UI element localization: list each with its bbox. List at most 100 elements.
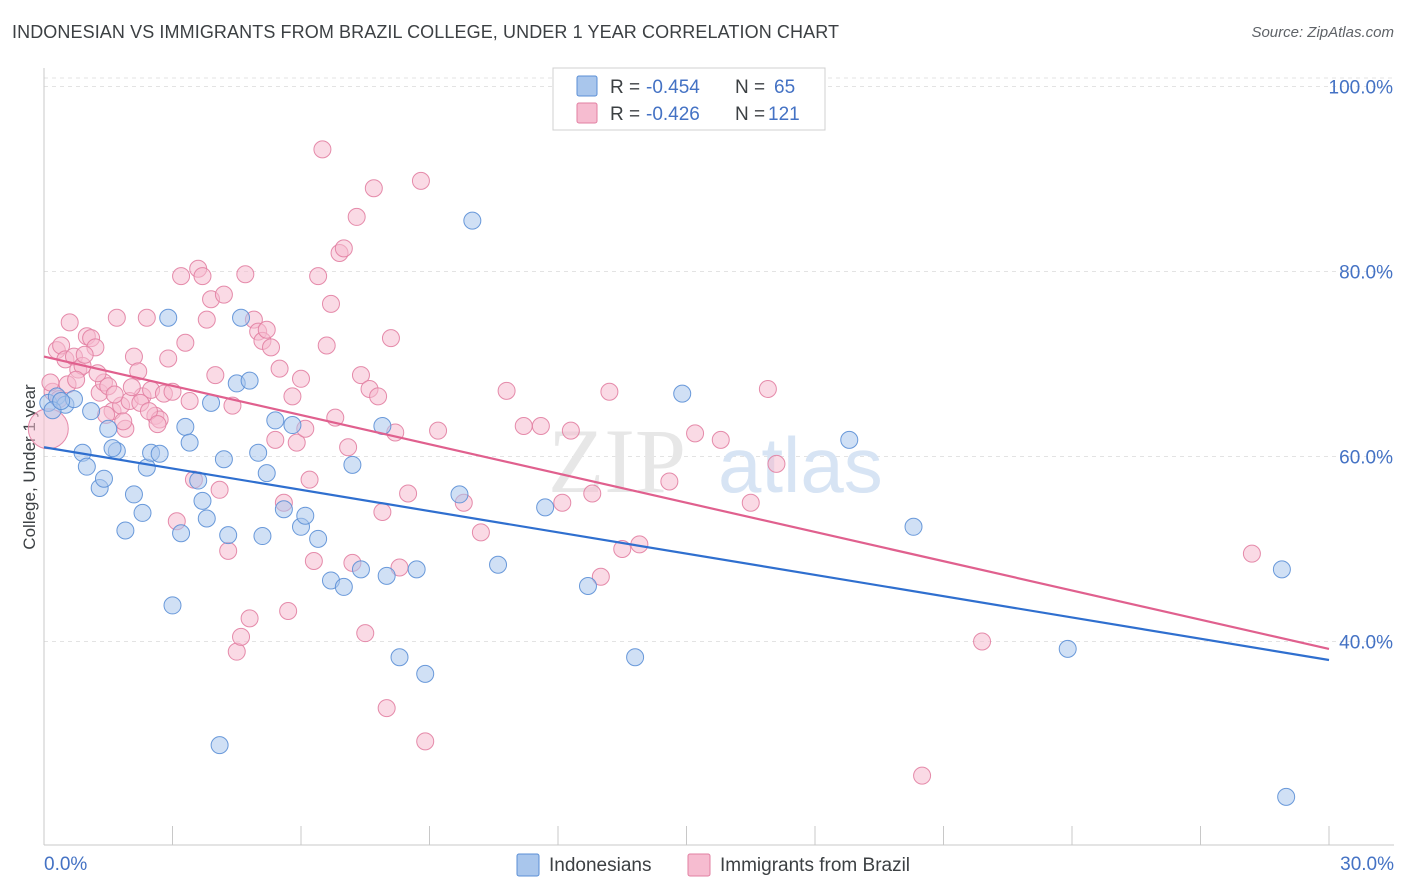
brazil-point: [351, 366, 370, 385]
brazil-point: [471, 523, 490, 542]
brazil-point: [124, 347, 143, 366]
brazil-point: [399, 484, 418, 503]
brazil-point: [67, 370, 86, 389]
brazil-point: [287, 433, 306, 452]
legend-r-value-2: -0.426: [646, 104, 700, 125]
brazil-point: [159, 349, 178, 368]
brazil-point: [270, 359, 289, 378]
brazil-point: [176, 333, 195, 352]
brazil-point: [313, 140, 332, 159]
axes: [43, 68, 1394, 846]
brazil-point: [686, 424, 705, 443]
legend-swatch-indonesians: [576, 75, 598, 97]
brazil-point: [514, 416, 533, 435]
indonesians-point: [176, 417, 195, 436]
chart-title: INDONESIAN VS IMMIGRANTS FROM BRAZIL COL…: [12, 22, 840, 42]
brazil-point: [377, 699, 396, 718]
indonesians-point: [407, 560, 426, 579]
indonesians-point: [536, 498, 555, 517]
brazil-point: [107, 308, 126, 327]
brazil-point: [105, 385, 124, 404]
legend-bottom: Indonesians Immigrants from Brazil: [516, 853, 910, 877]
legend-r-label-1: R =: [610, 77, 640, 98]
legend-r-label-2: R =: [610, 104, 640, 125]
legend-r-value-1: -0.454: [646, 77, 700, 98]
indonesians-point: [253, 527, 272, 546]
indonesians-point: [94, 469, 113, 488]
y-tick-label-100: 100.0%: [1329, 78, 1394, 99]
series-indonesians-points: [39, 211, 1296, 806]
y-tick-label-80: 80.0%: [1339, 263, 1393, 284]
x-tick-label-min: 0.0%: [44, 854, 87, 875]
brazil-point: [711, 430, 730, 449]
brazil-point: [232, 627, 251, 646]
indonesians-point: [193, 491, 212, 510]
series-brazil-points: [27, 140, 1261, 785]
legend-n-value-2: 121: [768, 104, 800, 125]
indonesians-point: [351, 560, 370, 579]
brazil-point: [219, 541, 238, 560]
brazil-point: [309, 267, 328, 286]
indonesians-point: [77, 457, 96, 476]
brazil-point: [227, 642, 246, 661]
indonesians-point: [673, 384, 692, 403]
legend-top-box: [552, 67, 826, 131]
indonesians-point: [377, 566, 396, 585]
indonesians-point: [180, 433, 199, 452]
brazil-point: [139, 402, 158, 421]
brazil-point: [913, 766, 932, 785]
indonesians-point: [463, 211, 482, 230]
brazil-point: [292, 369, 310, 388]
brazil-point: [561, 421, 580, 440]
brazil-point: [339, 438, 358, 457]
indonesians-point: [172, 524, 191, 543]
y-tick-labels: 40.0% 60.0% 80.0% 100.0%: [1329, 78, 1394, 654]
indonesians-point: [274, 500, 293, 519]
indonesians-point: [124, 485, 143, 504]
brazil-point: [236, 265, 255, 284]
legend-n-label-1: N =: [735, 77, 765, 98]
indonesians-point: [309, 529, 328, 548]
watermark-atlas: atlas: [718, 421, 883, 509]
indonesians-point: [343, 455, 362, 474]
brazil-point: [531, 416, 550, 435]
indonesians-point: [1058, 639, 1077, 658]
indonesians-point: [1272, 560, 1291, 579]
brazil-point: [321, 294, 340, 313]
brazil-point: [373, 503, 392, 521]
brazil-point: [660, 472, 679, 491]
brazil-point: [334, 239, 353, 258]
indonesians-point: [116, 521, 135, 540]
indonesians-point: [626, 648, 645, 667]
legend-top: R = -0.454 N = 65 R = -0.426 N = 121: [552, 67, 826, 131]
brazil-point: [266, 430, 285, 449]
bottom-legend-label-brazil: Immigrants from Brazil: [720, 855, 910, 876]
indonesians-point: [416, 664, 435, 683]
brazil-point: [973, 632, 992, 651]
indonesians-point: [210, 736, 229, 755]
legend-swatch-brazil: [576, 102, 598, 124]
bottom-legend-swatch-brazil: [687, 853, 711, 877]
indonesians-point: [578, 577, 597, 595]
indonesians-point: [296, 506, 315, 525]
indonesians-point: [232, 308, 251, 327]
brazil-point: [600, 382, 619, 401]
indonesians-point: [390, 648, 409, 667]
y-axis-label: College, Under 1 year: [20, 384, 39, 550]
brazil-point: [583, 484, 602, 503]
legend-n-value-1: 65: [774, 77, 795, 98]
trend-lines: [43, 355, 1330, 662]
brazil-point: [197, 310, 216, 329]
indonesians-point: [197, 509, 216, 528]
x-ticks: [43, 826, 1330, 845]
brazil-point: [148, 415, 167, 434]
brazil-point: [210, 480, 229, 499]
indonesians-point: [82, 402, 101, 421]
indonesians-point: [99, 419, 118, 438]
brazil-point: [381, 329, 400, 348]
brazil-point: [75, 345, 94, 364]
indonesians-point: [219, 526, 238, 545]
brazil-point: [257, 320, 276, 339]
indonesians-point: [159, 308, 178, 327]
